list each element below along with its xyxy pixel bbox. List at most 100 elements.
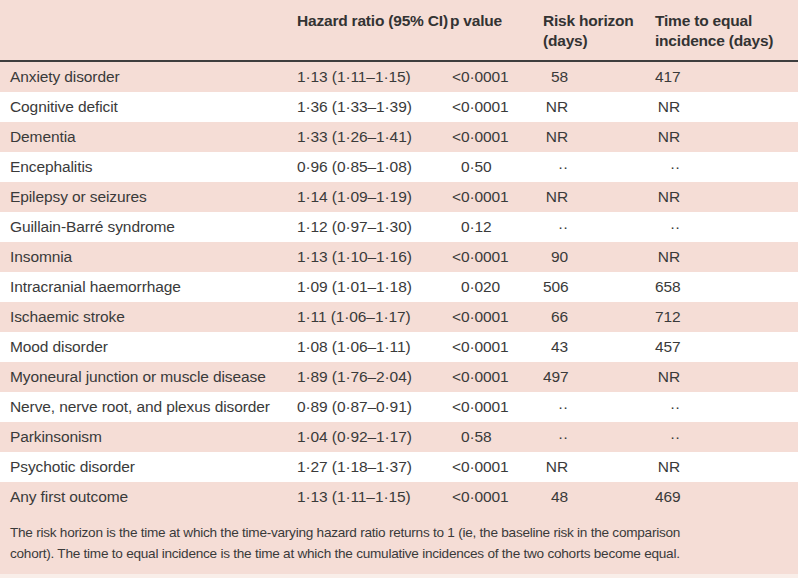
risk-horizon-value: ·· <box>543 392 568 422</box>
table-row: Parkinsonism 1·04 (0·92–1·17) 0·58 ·· ·· <box>0 422 798 452</box>
risk-horizon-value: NR <box>543 92 568 122</box>
condition-cell: Encephalitis <box>0 152 297 182</box>
footnote-line-1: The risk horizon is the time at which th… <box>10 522 788 543</box>
condition-cell: Insomnia <box>0 242 297 272</box>
p-value: <0·0001 <box>452 398 509 415</box>
condition-cell: Anxiety disorder <box>0 62 297 92</box>
risk-horizon-value: 90 <box>543 242 568 272</box>
time-to-equal-value: NR <box>655 242 680 272</box>
time-to-equal-cell: 457 <box>655 332 798 362</box>
table-row: Anxiety disorder 1·13 (1·11–1·15) <0·000… <box>0 62 798 92</box>
risk-horizon-cell: ·· <box>543 152 655 182</box>
risk-horizon-cell: 43 <box>543 332 655 362</box>
condition-cell: Cognitive deficit <box>0 92 297 122</box>
column-header-hazard-ratio: Hazard ratio (95% CI) <box>297 0 450 60</box>
hazard-ratio-cell: 0·96 (0·85–1·08) <box>297 152 450 182</box>
time-to-equal-cell: ·· <box>655 392 798 422</box>
hazard-ratio-cell: 1·33 (1·26–1·41) <box>297 122 450 152</box>
p-value-cell: <0·0001 <box>450 92 543 122</box>
hazard-ratio-cell: 1·08 (1·06–1·11) <box>297 332 450 362</box>
risk-horizon-cell: 48 <box>543 482 655 512</box>
p-value-cell: <0·0001 <box>450 122 543 152</box>
p-value: <0·0001 <box>452 308 509 325</box>
p-value: <0·0001 <box>452 68 509 85</box>
time-to-equal-value: 712 <box>655 302 680 332</box>
p-value: 0·58 <box>452 428 492 445</box>
hazard-ratio-cell: 1·89 (1·76–2·04) <box>297 362 450 392</box>
p-value: <0·0001 <box>452 458 509 475</box>
hazard-ratio-cell: 1·12 (0·97–1·30) <box>297 212 450 242</box>
risk-horizon-cell: ·· <box>543 392 655 422</box>
risk-horizon-value: 48 <box>543 482 568 512</box>
time-to-equal-cell: NR <box>655 242 798 272</box>
time-to-equal-value: ·· <box>655 422 680 452</box>
time-to-equal-cell: NR <box>655 182 798 212</box>
table-row: Mood disorder 1·08 (1·06–1·11) <0·0001 4… <box>0 332 798 362</box>
time-to-equal-value: 658 <box>655 272 680 302</box>
time-to-equal-value: 457 <box>655 332 680 362</box>
p-value-cell: <0·0001 <box>450 362 543 392</box>
table-row: Psychotic disorder 1·27 (1·18–1·37) <0·0… <box>0 452 798 482</box>
table-row: Myoneural junction or muscle disease 1·8… <box>0 362 798 392</box>
table-row: Cognitive deficit 1·36 (1·33–1·39) <0·00… <box>0 92 798 122</box>
p-value: 0·12 <box>452 218 492 235</box>
column-header-time-to-equal-incidence: Time to equal incidence (days) <box>655 0 798 60</box>
p-value-cell: <0·0001 <box>450 452 543 482</box>
hazard-ratio-cell: 1·04 (0·92–1·17) <box>297 422 450 452</box>
p-value: <0·0001 <box>452 368 509 385</box>
time-to-equal-cell: ·· <box>655 212 798 242</box>
p-value-cell: <0·0001 <box>450 302 543 332</box>
risk-horizon-value: NR <box>543 452 568 482</box>
p-value: <0·0001 <box>452 98 509 115</box>
risk-horizon-cell: ·· <box>543 422 655 452</box>
risk-horizon-value: 43 <box>543 332 568 362</box>
condition-cell: Any first outcome <box>0 482 297 512</box>
risk-horizon-cell: 506 <box>543 272 655 302</box>
hazard-ratio-cell: 0·89 (0·87–0·91) <box>297 392 450 422</box>
risk-horizon-cell: ·· <box>543 212 655 242</box>
condition-cell: Parkinsonism <box>0 422 297 452</box>
risk-horizon-value: NR <box>543 182 568 212</box>
condition-cell: Mood disorder <box>0 332 297 362</box>
time-to-equal-cell: NR <box>655 92 798 122</box>
table-footnote: The risk horizon is the time at which th… <box>0 512 798 564</box>
table-row: Ischaemic stroke 1·11 (1·06–1·17) <0·000… <box>0 302 798 332</box>
condition-cell: Myoneural junction or muscle disease <box>0 362 297 392</box>
time-to-equal-value: 469 <box>655 482 680 512</box>
p-value-cell: 0·58 <box>450 422 543 452</box>
time-to-equal-cell: ·· <box>655 152 798 182</box>
p-value: <0·0001 <box>452 248 509 265</box>
table-row: Encephalitis 0·96 (0·85–1·08) 0·50 ·· ·· <box>0 152 798 182</box>
time-to-equal-value: ·· <box>655 212 680 242</box>
risk-horizon-value: ·· <box>543 152 568 182</box>
table-row: Intracranial haemorrhage 1·09 (1·01–1·18… <box>0 272 798 302</box>
column-header-condition <box>0 0 297 60</box>
p-value: <0·0001 <box>452 488 509 505</box>
p-value-cell: <0·0001 <box>450 482 543 512</box>
time-to-equal-cell: NR <box>655 122 798 152</box>
table-row: Epilepsy or seizures 1·14 (1·09–1·19) <0… <box>0 182 798 212</box>
time-to-equal-cell: ·· <box>655 422 798 452</box>
risk-horizon-cell: NR <box>543 122 655 152</box>
hazard-ratio-cell: 1·14 (1·09–1·19) <box>297 182 450 212</box>
time-to-equal-cell: NR <box>655 362 798 392</box>
risk-horizon-value: 506 <box>543 272 568 302</box>
table-header-row: Hazard ratio (95% CI) p value Risk horiz… <box>0 0 798 62</box>
time-to-equal-value: NR <box>655 362 680 392</box>
p-value: 0·50 <box>452 158 492 175</box>
risk-horizon-cell: 66 <box>543 302 655 332</box>
hazard-ratio-cell: 1·13 (1·11–1·15) <box>297 62 450 92</box>
p-value: <0·0001 <box>452 128 509 145</box>
bottom-edge-strip <box>0 574 798 578</box>
hazard-ratio-cell: 1·27 (1·18–1·37) <box>297 452 450 482</box>
time-to-equal-value: NR <box>655 92 680 122</box>
risk-horizon-cell: 497 <box>543 362 655 392</box>
condition-cell: Intracranial haemorrhage <box>0 272 297 302</box>
risk-horizon-value: NR <box>543 122 568 152</box>
column-header-p-value: p value <box>450 0 543 60</box>
risk-horizon-cell: NR <box>543 452 655 482</box>
condition-cell: Dementia <box>0 122 297 152</box>
risk-horizon-cell: 58 <box>543 62 655 92</box>
p-value-cell: <0·0001 <box>450 392 543 422</box>
p-value-cell: <0·0001 <box>450 182 543 212</box>
